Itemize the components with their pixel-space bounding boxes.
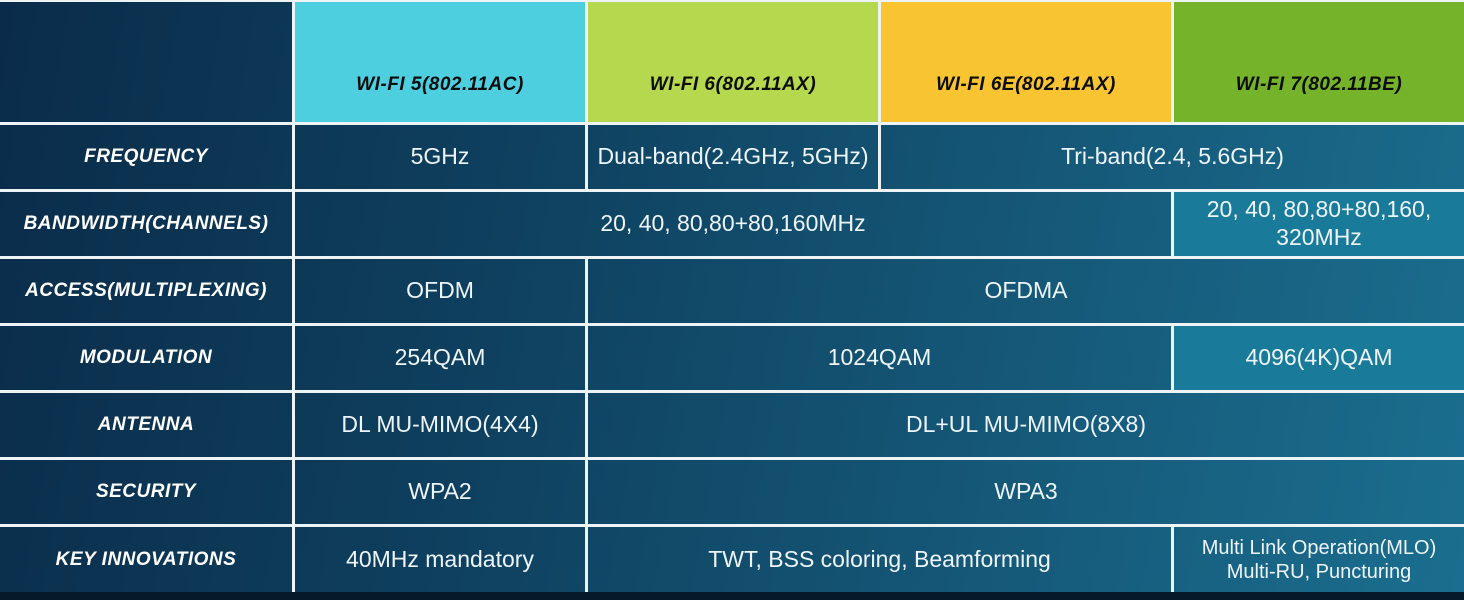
cell-key-innovations-3: Multi Link Operation(MLO) Multi-RU, Punc…	[1174, 527, 1464, 592]
row-label-modulation: MODULATION	[0, 326, 292, 390]
cell-bandwidth-2: 20, 40, 80,80+80,160, 320MHz	[1174, 192, 1464, 256]
column-header-wifi6e: WI-FI 6E(802.11AX)	[881, 2, 1171, 122]
column-header-wifi6: WI-FI 6(802.11AX)	[588, 2, 878, 122]
row-label-bandwidth: BANDWIDTH(CHANNELS)	[0, 192, 292, 256]
row-label-access: ACCESS(MULTIPLEXING)	[0, 259, 292, 323]
cell-frequency-2: Dual-band(2.4GHz, 5GHz)	[588, 125, 878, 189]
row-label-antenna: ANTENNA	[0, 393, 292, 457]
row-label-security: SECURITY	[0, 460, 292, 524]
cell-key-innovations-1: 40MHz mandatory	[295, 527, 585, 592]
table-corner-cell	[0, 2, 292, 122]
cell-frequency-1: 5GHz	[295, 125, 585, 189]
cell-access-2: OFDMA	[588, 259, 1464, 323]
cell-key-innovations-2: TWT, BSS coloring, Beamforming	[588, 527, 1171, 592]
cell-modulation-2: 1024QAM	[588, 326, 1171, 390]
row-label-key-innovations: KEY INNOVATIONS	[0, 527, 292, 592]
row-label-frequency: FREQUENCY	[0, 125, 292, 189]
cell-bandwidth-1: 20, 40, 80,80+80,160MHz	[295, 192, 1171, 256]
cell-antenna-2: DL+UL MU-MIMO(8X8)	[588, 393, 1464, 457]
cell-frequency-3: Tri-band(2.4, 5.6GHz)	[881, 125, 1464, 189]
column-header-wifi5: WI-FI 5(802.11AC)	[295, 2, 585, 122]
cell-security-1: WPA2	[295, 460, 585, 524]
cell-modulation-3: 4096(4K)QAM	[1174, 326, 1464, 390]
cell-security-2: WPA3	[588, 460, 1464, 524]
cell-access-1: OFDM	[295, 259, 585, 323]
column-header-wifi7: WI-FI 7(802.11BE)	[1174, 2, 1464, 122]
cell-antenna-1: DL MU-MIMO(4X4)	[295, 393, 585, 457]
cell-modulation-1: 254QAM	[295, 326, 585, 390]
